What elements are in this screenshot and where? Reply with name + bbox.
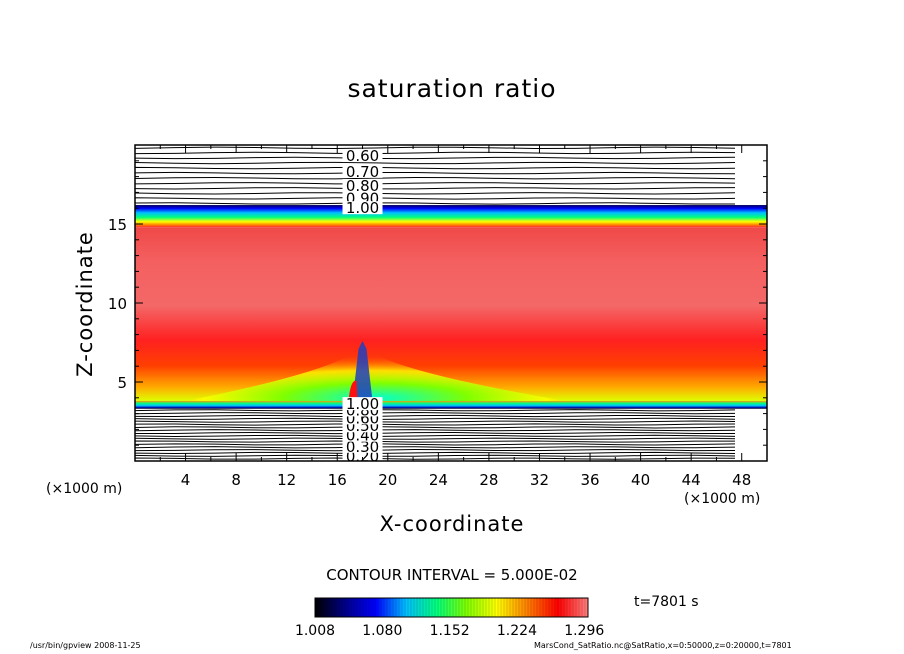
contour-line-upper [135,197,736,200]
field-supersaturated-layer [135,227,767,401]
x-tick-label: 12 [277,471,296,489]
contour-line-upper [135,202,736,205]
x-axis-unit-right: (×1000 m) [684,491,761,507]
contour-label-upper-bg [342,149,383,163]
contour-line-lower [135,448,736,452]
contour-line-lower [135,423,736,426]
contour-line-upper [135,187,736,190]
contour-line-lower [135,457,736,460]
contour-label-upper-bg [342,164,383,178]
contour-interval-label: CONTOUR INTERVAL = 5.000E-02 [326,566,578,584]
colorbar-tick-label: 1.008 [295,623,335,639]
x-tick-label: 40 [631,471,650,489]
contour-line-lower [135,434,736,437]
contour-label-upper: 0.60 [346,147,379,165]
x-tick-label: 32 [530,471,549,489]
contour-line-lower [135,446,736,449]
x-tick-label: 48 [732,471,751,489]
contour-line-upper [135,192,736,195]
x-tick-label: 20 [378,471,397,489]
contour-line-lower [135,426,736,429]
contour-label-upper-bg [342,201,383,215]
x-tick-label: 8 [231,471,241,489]
colorbar-tick-label: 1.296 [564,623,604,639]
contour-line-upper [135,171,736,175]
footer-program-date: /usr/bin/gpview 2008-11-25 [30,641,141,650]
contour-label-lower: 1.00 [346,395,379,413]
x-axis-unit-left: (×1000 m) [46,481,123,497]
colorbar-tick-label: 1.224 [497,623,537,639]
contour-line-lower [135,414,736,418]
contour-line-lower [135,451,736,455]
contour-line-lower [135,454,736,457]
x-tick-label: 16 [328,471,347,489]
contour-label-lower-bg [342,439,383,453]
contour-line-lower [135,420,736,423]
contour-line-upper [135,166,736,170]
time-label: t=7801 s [634,594,699,610]
plume-base-red [348,380,358,401]
contour-line-lower [135,431,736,435]
contour-line-upper [135,161,736,165]
contour-line-lower [135,412,736,415]
y-tick-label: 5 [117,374,127,392]
contour-label-upper: 0.70 [346,163,379,181]
y-tick-label: 10 [108,295,127,313]
contour-line-upper [135,151,736,155]
x-tick-label: 24 [429,471,448,489]
contour-label-upper: 1.00 [346,199,379,217]
contour-line-lower [135,437,736,440]
colorbar-tick-label: 1.152 [430,623,470,639]
contour-label-lower: 0.30 [346,438,379,456]
x-axis-label: X-coordinate [379,512,525,536]
contour-line-lower [135,429,736,432]
plume-core [352,340,373,401]
contour-label-upper-bg [342,179,383,193]
x-tick-label: 4 [181,471,191,489]
footer-data-source: MarsCond_SatRatio.nc@SatRatio,x=0:50000,… [534,641,792,650]
colorbar [314,597,589,618]
contour-line-lower [135,417,736,420]
chart-title: saturation ratio [347,74,557,103]
contour-label-lower-bg [342,397,383,411]
contour-line-upper [135,182,736,185]
contour-label-upper: 0.80 [346,177,379,195]
field-bottom-gradient [135,400,767,409]
colorbar-tick-label: 1.080 [362,623,402,639]
field-top-gradient [135,205,767,228]
contour-line-lower [135,409,736,412]
contour-line-upper [135,146,736,150]
contour-line-lower [135,440,736,443]
contour-line-upper [135,176,736,180]
x-tick-label: 28 [479,471,498,489]
y-tick-label: 15 [108,216,127,234]
contour-line-upper [135,156,736,160]
field-upper-unsaturated [135,145,767,206]
x-tick-label: 36 [580,471,599,489]
x-tick-label: 44 [682,471,701,489]
contour-line-lower [135,443,736,446]
plume-halo [185,340,565,401]
